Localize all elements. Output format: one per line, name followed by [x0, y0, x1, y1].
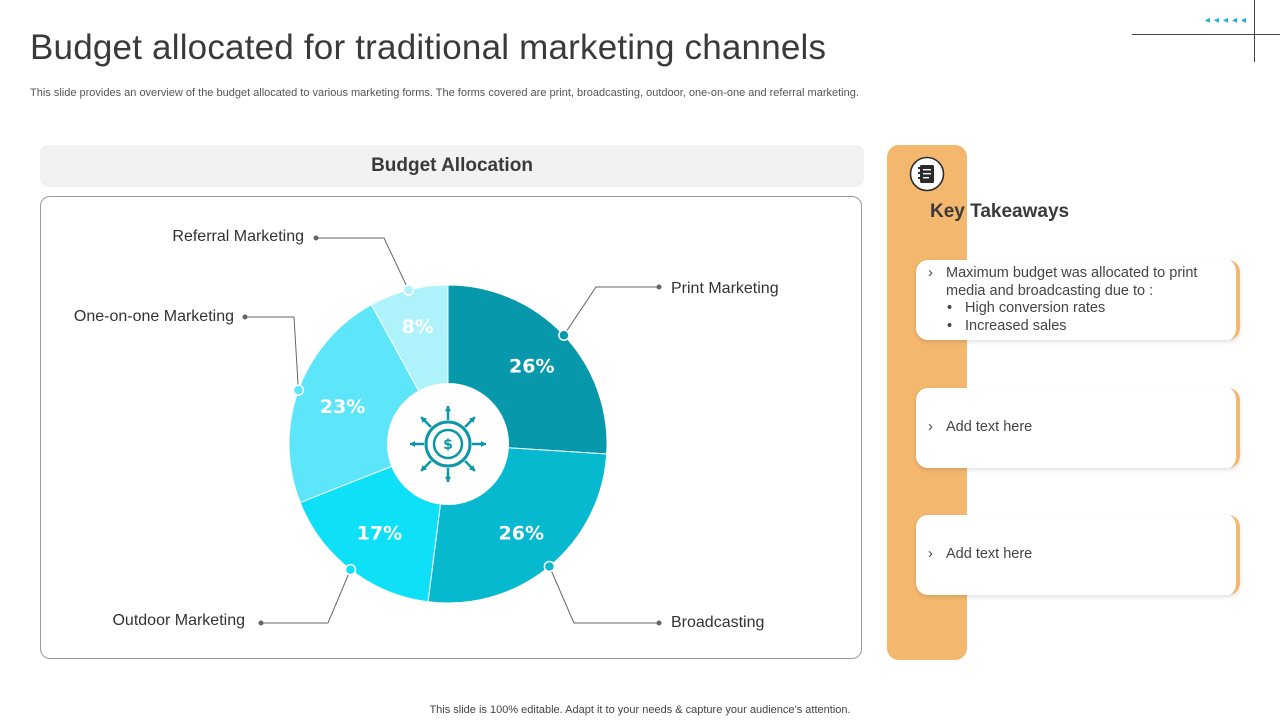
chevron-right-icon: › — [928, 419, 933, 435]
budget-pie-chart: 26% 26% 17% 23% 8% Print Marketing Broadcastin… — [74, 228, 779, 631]
category-label-one-on-one-marketing: One-on-one Marketing — [74, 308, 234, 325]
takeaway-bullet: High conversion rates — [946, 300, 1226, 318]
takeaway-text: Add text here — [946, 546, 1033, 562]
takeaway-text: Maximum budget was allocated to print me… — [946, 265, 1198, 299]
takeaway-bullet: Increased sales — [946, 318, 1226, 336]
leader-end-dot — [242, 314, 248, 320]
slide-subtitle: This slide provides an overview of the b… — [30, 87, 859, 99]
leader-end-dot — [313, 235, 319, 241]
chevron-right-icon: › — [928, 265, 933, 281]
budget-allocation-title: Budget Allocation — [371, 155, 533, 176]
category-label-referral-marketing: Referral Marketing — [172, 228, 304, 245]
slice-value-label: 26% — [509, 355, 554, 377]
corner-divider-vertical — [1254, 0, 1255, 62]
leader-line — [563, 286, 659, 336]
notebook-icon — [909, 156, 945, 192]
category-label-print-marketing: Print Marketing — [671, 280, 779, 297]
leader-line — [261, 569, 351, 624]
slice-value-label: 26% — [499, 523, 544, 545]
leader-marker — [558, 329, 570, 341]
corner-decoration: ◂◂◂◂◂ — [1120, 0, 1280, 64]
dollar-arrows-icon: $ — [410, 406, 486, 482]
leader-marker — [292, 384, 305, 396]
slice-value-label: 8% — [402, 316, 434, 338]
key-takeaways-title: Key Takeaways — [930, 201, 1070, 222]
corner-divider-horizontal — [1132, 34, 1280, 35]
category-label-broadcasting: Broadcasting — [671, 614, 764, 631]
takeaway-bullet-list: High conversion rates Increased sales — [946, 300, 1226, 335]
leader-marker — [402, 284, 415, 296]
leader-end-dot — [258, 620, 264, 626]
category-label-outdoor-marketing: Outdoor Marketing — [112, 612, 245, 629]
takeaway-card-1: › Maximum budget was allocated to print … — [916, 260, 1240, 340]
slice-value-label: 17% — [357, 523, 402, 545]
leader-marker — [543, 560, 556, 573]
chart-container: 26% 26% 17% 23% 8% Print Marketing Broadcastin… — [40, 196, 862, 659]
chevron-right-icon: › — [928, 546, 933, 562]
slice-value-label: 23% — [320, 396, 365, 418]
leader-line — [316, 237, 409, 291]
leader-marker — [344, 563, 357, 576]
slide-footer: This slide is 100% editable. Adapt it to… — [429, 704, 851, 716]
leader-line — [548, 566, 659, 624]
takeaway-card-3: › Add text here — [916, 515, 1240, 595]
leader-line — [245, 316, 299, 391]
budget-allocation-header: Budget Allocation — [40, 145, 864, 187]
leader-end-dot — [656, 284, 662, 290]
takeaway-card-2: › Add text here — [916, 388, 1240, 468]
pie-center-hole — [387, 383, 509, 505]
svg-text:$: $ — [443, 437, 453, 453]
leader-end-dot — [656, 620, 662, 626]
corner-arrows-icon: ◂◂◂◂◂ — [1204, 15, 1250, 26]
takeaway-text: Add text here — [946, 419, 1033, 435]
slide-title: Budget allocated for traditional marketi… — [30, 28, 827, 67]
